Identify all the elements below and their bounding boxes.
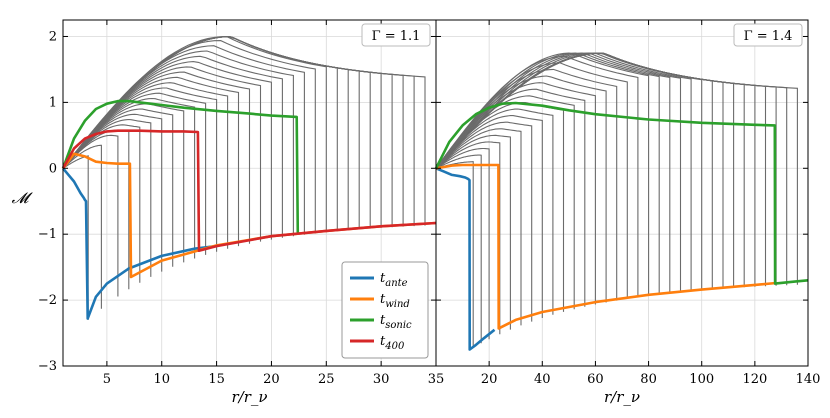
gray-profile-line xyxy=(62,144,102,309)
gamma-label-right: Γ = 1.4 xyxy=(733,23,803,47)
gray-profile-line xyxy=(435,52,682,293)
gray-profile-line xyxy=(62,50,294,237)
x-tick-label: 20 xyxy=(481,372,498,387)
y-tick-label: −3 xyxy=(38,359,57,374)
gray-profile-line xyxy=(62,36,426,226)
series-t_ante-right xyxy=(435,167,496,351)
x-tick-label: 40 xyxy=(534,372,551,387)
series-t_sonic-right xyxy=(434,101,809,285)
series-t_400-left xyxy=(61,129,437,252)
y-tick-label: −1 xyxy=(38,227,57,242)
gray-profile-line xyxy=(435,147,490,340)
gray-profile-line xyxy=(62,36,327,233)
legend-label-t_sonic: tsonic xyxy=(380,313,412,331)
gamma-label-text: Γ = 1.1 xyxy=(372,29,421,44)
gray-profile-line xyxy=(435,95,575,310)
gray-profile-line xyxy=(435,52,703,291)
x-tick-label: 5 xyxy=(103,372,111,387)
gray-profile-line xyxy=(435,52,660,295)
gray-profile-line xyxy=(435,141,501,335)
y-tick-label: 2 xyxy=(49,29,57,44)
x-tick-label: 10 xyxy=(153,372,170,387)
x-axis-label-right: r/r_ν xyxy=(604,388,640,406)
series-t_ante-left xyxy=(62,167,217,320)
gray-profile-line xyxy=(435,134,511,330)
x-tick-label: 60 xyxy=(587,372,604,387)
legend-label-t_wind: twind xyxy=(380,292,410,310)
gray-profile-line xyxy=(435,52,650,296)
plot-frame-right xyxy=(435,19,809,367)
x-tick-label: 100 xyxy=(689,372,714,387)
legend-label-t_400: t400 xyxy=(380,334,405,352)
gray-profile-line xyxy=(435,108,554,315)
gray-profile-line xyxy=(435,154,482,344)
x-axis-label-left: r/r_ν xyxy=(231,388,267,406)
x-tick-label: 80 xyxy=(640,372,657,387)
x-tick-label: 25 xyxy=(318,372,335,387)
series-t_sonic-left xyxy=(61,99,300,235)
ticks-left: 5 10 15 20 25 30 35 −3 −2 −1 0 1 2 xyxy=(38,20,444,387)
series-t_wind-right xyxy=(435,163,777,330)
grid-right xyxy=(436,20,808,366)
gamma-label-box xyxy=(361,23,431,47)
x-tick-label: 35 xyxy=(428,372,445,387)
legend: tante twind tsonic t400 xyxy=(341,261,429,359)
y-axis-label: 𝓜 xyxy=(12,189,34,207)
gray-profile-line xyxy=(435,121,533,322)
series-left xyxy=(61,99,437,320)
gamma-label-left: Γ = 1.1 xyxy=(361,23,431,47)
x-tick-label: 30 xyxy=(373,372,390,387)
y-tick-label: −2 xyxy=(38,293,57,308)
y-tick-label: 1 xyxy=(49,95,57,110)
gray-profile-line xyxy=(62,113,163,272)
panel-right: 20 40 60 80 100 120 140 r/r_ν Γ = 1.4 xyxy=(434,19,820,406)
x-tick-label: 140 xyxy=(796,372,821,387)
x-tick-label: 15 xyxy=(208,372,225,387)
x-tick-label: 120 xyxy=(742,372,767,387)
ticks-right: 20 40 60 80 100 120 140 xyxy=(436,20,820,387)
gray-profile-line xyxy=(435,52,767,287)
gray-profile-line xyxy=(62,155,89,320)
legend-label-t_ante: tante xyxy=(380,271,408,289)
gamma-label-box xyxy=(733,23,803,47)
gray-profile-line xyxy=(435,161,474,348)
gray-profile-line xyxy=(435,52,671,294)
gray-profile-line xyxy=(435,128,522,326)
x-tick-label: 20 xyxy=(263,372,280,387)
gamma-label-text: Γ = 1.4 xyxy=(744,29,793,44)
y-tick-label: 0 xyxy=(49,161,57,176)
legend-box xyxy=(341,261,429,359)
series-right xyxy=(434,101,809,351)
gray-profile-line xyxy=(435,52,692,292)
background-profiles-left xyxy=(62,35,426,320)
background-profiles-right xyxy=(435,52,798,348)
